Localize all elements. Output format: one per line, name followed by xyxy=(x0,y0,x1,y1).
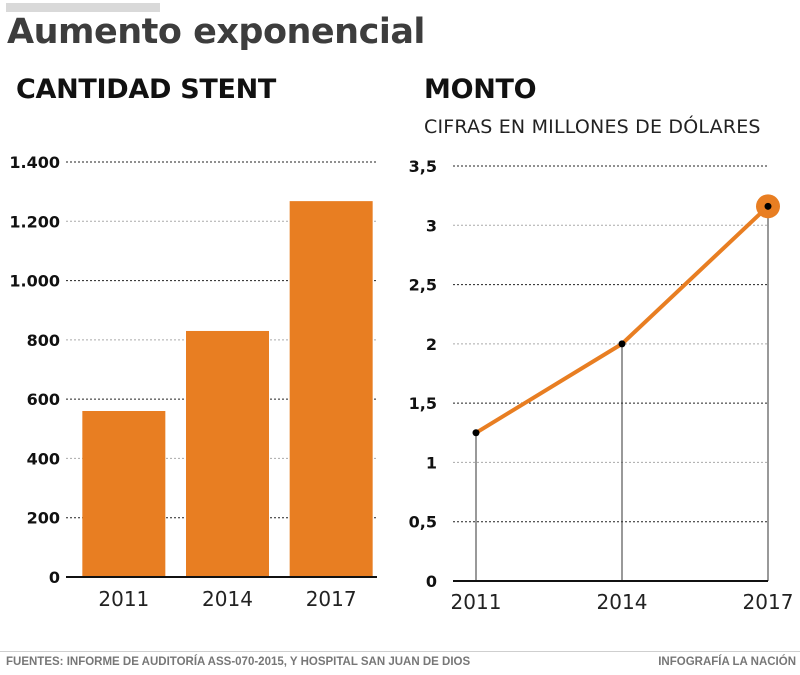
bar-chart: 0 200 400 600 800 1.000 1.200 1.400 2011 2014 2017 xyxy=(9,153,377,611)
x-tick-label: 2017 xyxy=(306,587,357,611)
x-tick-label: 2011 xyxy=(98,587,149,611)
bar-2014 xyxy=(186,330,269,577)
data-point-2014 xyxy=(618,340,626,348)
y-tick-label: 800 xyxy=(27,331,60,350)
y-tick-label: 1 xyxy=(426,453,437,472)
y-tick-label: 400 xyxy=(27,449,60,468)
footer-credit: INFOGRAFÍA LA NACIÓN xyxy=(658,656,796,668)
y-tick-label: 1.400 xyxy=(9,153,60,172)
y-tick-label: 200 xyxy=(27,509,60,528)
y-tick-label: 0 xyxy=(426,572,437,591)
data-point-2017 xyxy=(764,202,772,210)
y-tick-label: 0 xyxy=(49,568,60,587)
x-tick-label: 2014 xyxy=(597,590,648,614)
line-chart: 0 0,5 1 1,5 2 2,5 3 3,5 2011 2014 2017 xyxy=(409,157,794,614)
x-tick-label: 2011 xyxy=(451,590,502,614)
line-chart-title: MONTO xyxy=(424,74,537,105)
y-tick-label: 2,5 xyxy=(409,276,437,295)
y-tick-label: 600 xyxy=(27,390,60,409)
y-tick-label: 0,5 xyxy=(409,513,437,532)
y-tick-label: 3,5 xyxy=(409,157,437,176)
page-title: Aumento exponencial xyxy=(7,12,425,52)
data-point-2011 xyxy=(472,429,480,437)
y-tick-label: 2 xyxy=(426,335,437,354)
bar-2011 xyxy=(82,411,166,577)
x-tick-label: 2017 xyxy=(743,590,794,614)
bar-2017 xyxy=(289,201,373,577)
y-tick-label: 3 xyxy=(426,216,437,235)
bar-chart-title: CANTIDAD STENT xyxy=(16,74,277,105)
y-tick-label: 1.000 xyxy=(9,272,60,291)
y-tick-label: 1,5 xyxy=(409,394,437,413)
footer-divider xyxy=(0,651,800,652)
footer-sources: FUENTES: INFORME DE AUDITORÍA ASS-070-20… xyxy=(6,656,471,668)
x-tick-label: 2014 xyxy=(202,587,253,611)
y-tick-label: 1.200 xyxy=(9,212,60,231)
line-chart-subtitle: CIFRAS EN MILLONES DE DÓLARES xyxy=(424,116,761,138)
header-accent-bar xyxy=(6,3,160,12)
